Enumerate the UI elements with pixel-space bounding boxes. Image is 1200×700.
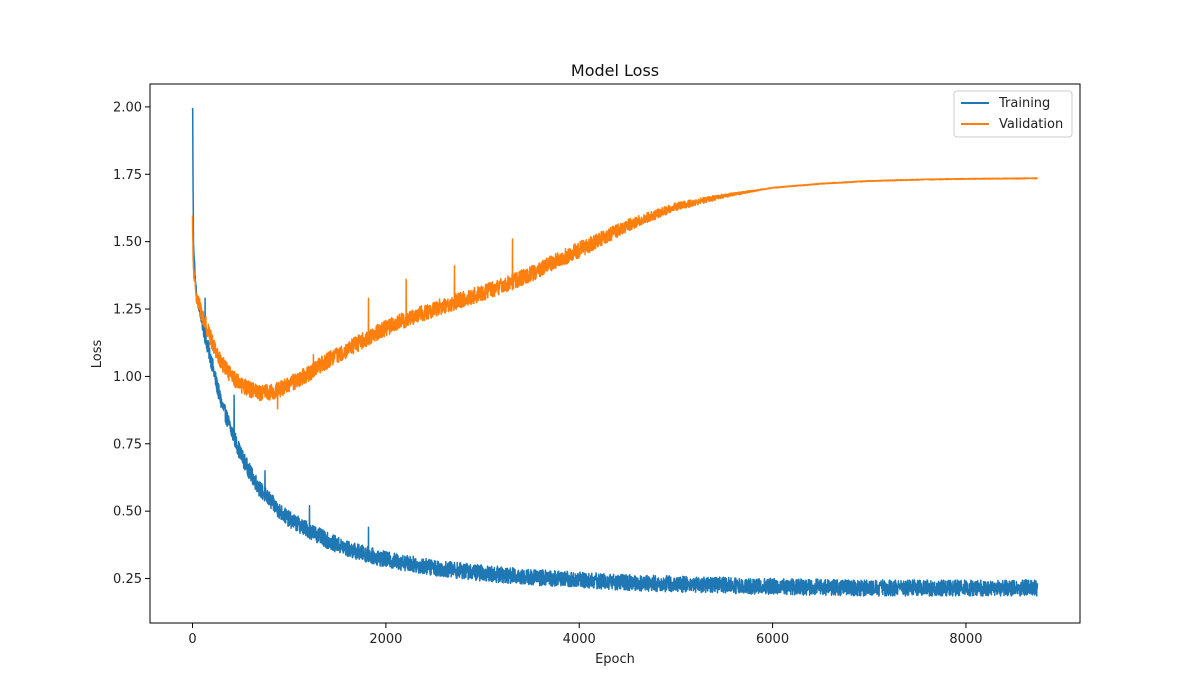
- legend: Training Validation: [953, 90, 1073, 138]
- y-tick-label: 0.50: [113, 505, 142, 520]
- y-tick-label: 1.50: [113, 235, 142, 250]
- x-tick-label: 8000: [949, 632, 982, 647]
- y-axis-ticks: 0.25 0.50 0.75 1.00 1.25 1.50 1.75 2.00: [113, 100, 150, 587]
- legend-label-validation: Validation: [999, 117, 1063, 132]
- legend-label-training: Training: [998, 96, 1050, 111]
- plot-frame: [149, 83, 1081, 624]
- y-tick-label: 1.00: [113, 370, 142, 385]
- series-line-training: [191, 107, 1039, 597]
- x-tick-label: 6000: [756, 632, 789, 647]
- x-axis-ticks: 0 2000 4000 6000 8000: [188, 623, 982, 647]
- x-tick-label: 0: [188, 632, 196, 647]
- y-tick-label: 0.25: [113, 572, 142, 587]
- x-axis-label: Epoch: [595, 652, 635, 667]
- series-line-validation: [191, 177, 1039, 410]
- x-tick-label: 2000: [369, 632, 402, 647]
- y-tick-label: 0.75: [113, 437, 142, 452]
- plot-area: [150, 84, 1080, 623]
- x-tick-label: 4000: [563, 632, 596, 647]
- y-tick-label: 2.00: [113, 100, 142, 115]
- y-tick-label: 1.75: [113, 168, 142, 183]
- chart-title: Model Loss: [571, 61, 659, 80]
- y-axis-label: Loss: [90, 340, 105, 369]
- series-layer: [191, 107, 1039, 597]
- y-tick-label: 1.25: [113, 303, 142, 318]
